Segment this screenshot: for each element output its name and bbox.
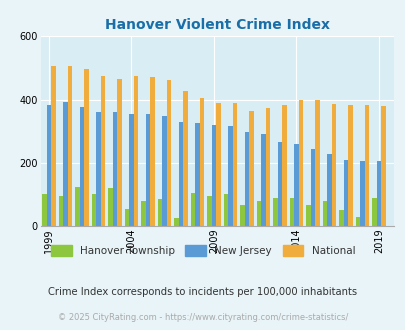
Bar — [133, 77, 138, 226]
Bar — [124, 209, 129, 226]
Bar — [265, 108, 269, 226]
Bar — [228, 126, 232, 226]
Bar — [174, 218, 178, 226]
Legend: Hanover Township, New Jersey, National: Hanover Township, New Jersey, National — [47, 241, 358, 260]
Bar — [92, 194, 96, 226]
Bar — [359, 161, 364, 226]
Bar — [273, 198, 277, 226]
Text: Crime Index corresponds to incidents per 100,000 inhabitants: Crime Index corresponds to incidents per… — [48, 287, 357, 297]
Bar — [277, 142, 281, 226]
Bar — [96, 112, 100, 226]
Bar — [215, 103, 220, 226]
Bar — [84, 69, 88, 226]
Bar — [244, 132, 249, 226]
Bar — [314, 100, 319, 226]
Bar — [298, 100, 303, 226]
Bar — [305, 206, 310, 226]
Bar — [141, 201, 145, 226]
Bar — [289, 198, 294, 226]
Bar — [108, 188, 112, 226]
Bar — [199, 98, 204, 226]
Bar — [294, 145, 298, 226]
Bar — [183, 91, 187, 226]
Bar — [190, 193, 195, 226]
Bar — [376, 161, 380, 226]
Bar — [150, 78, 154, 226]
Bar — [380, 106, 385, 226]
Bar — [310, 149, 314, 226]
Bar — [47, 105, 51, 226]
Bar — [256, 201, 260, 226]
Bar — [347, 105, 352, 226]
Bar — [79, 108, 84, 226]
Bar — [260, 134, 265, 226]
Bar — [207, 196, 211, 226]
Title: Hanover Violent Crime Index: Hanover Violent Crime Index — [104, 18, 329, 32]
Bar — [322, 201, 326, 226]
Bar — [162, 116, 166, 226]
Bar — [42, 194, 47, 226]
Bar — [371, 198, 376, 226]
Bar — [117, 79, 121, 226]
Bar — [232, 103, 237, 226]
Bar — [223, 194, 228, 226]
Bar — [343, 160, 347, 226]
Bar — [100, 76, 105, 226]
Bar — [51, 66, 55, 226]
Bar — [59, 196, 63, 226]
Bar — [166, 80, 171, 226]
Bar — [112, 112, 117, 226]
Bar — [75, 187, 79, 226]
Bar — [331, 104, 335, 226]
Bar — [326, 154, 331, 226]
Text: © 2025 CityRating.com - https://www.cityrating.com/crime-statistics/: © 2025 CityRating.com - https://www.city… — [58, 313, 347, 322]
Bar — [355, 217, 359, 226]
Bar — [157, 199, 162, 226]
Bar — [364, 105, 368, 226]
Bar — [211, 125, 215, 226]
Bar — [249, 111, 253, 226]
Bar — [339, 210, 343, 226]
Bar — [281, 105, 286, 226]
Bar — [67, 66, 72, 226]
Bar — [240, 206, 244, 226]
Bar — [145, 115, 150, 226]
Bar — [178, 122, 183, 226]
Bar — [63, 102, 67, 226]
Bar — [195, 123, 199, 226]
Bar — [129, 114, 133, 226]
